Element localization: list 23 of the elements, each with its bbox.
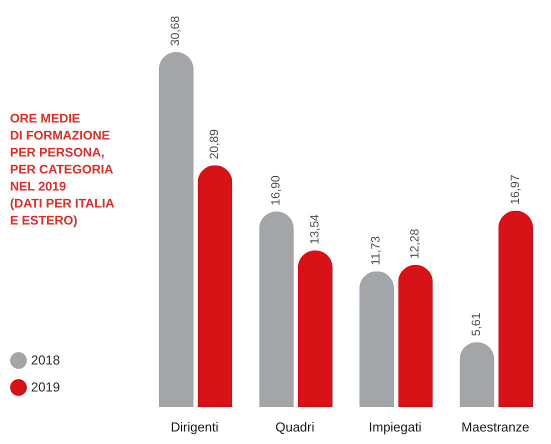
data-label: 11,73 xyxy=(368,236,383,266)
data-label: 16,90 xyxy=(268,175,282,206)
bar xyxy=(498,210,534,407)
bar xyxy=(198,165,232,407)
x-tick-label: Maestranze xyxy=(461,420,530,434)
bar xyxy=(460,342,494,407)
bar xyxy=(398,264,433,407)
bar xyxy=(359,271,394,407)
data-label: 13,54 xyxy=(307,214,322,244)
bar xyxy=(259,211,294,407)
x-tick-label: Quadri xyxy=(275,420,314,434)
data-label: 12,28 xyxy=(408,228,422,259)
data-label: 20,89 xyxy=(207,128,221,160)
data-label: 30,68 xyxy=(168,16,182,46)
x-tick-label: Impiegati xyxy=(368,420,422,434)
legend-label: 2018 xyxy=(31,352,60,368)
data-label: 5,61 xyxy=(469,312,483,336)
text: ORE MEDIE DI FORMAZIONE PER PERSONA, PER CATEGORIA NEL 2019 (DATI PER ITALIA E ESTERO) xyxy=(10,111,114,228)
bar xyxy=(298,250,333,407)
bar xyxy=(158,52,194,407)
data-label: 16,97 xyxy=(508,174,522,205)
x-tick-label: Dirigenti xyxy=(170,420,219,434)
legend-label: 2019 xyxy=(31,380,60,394)
